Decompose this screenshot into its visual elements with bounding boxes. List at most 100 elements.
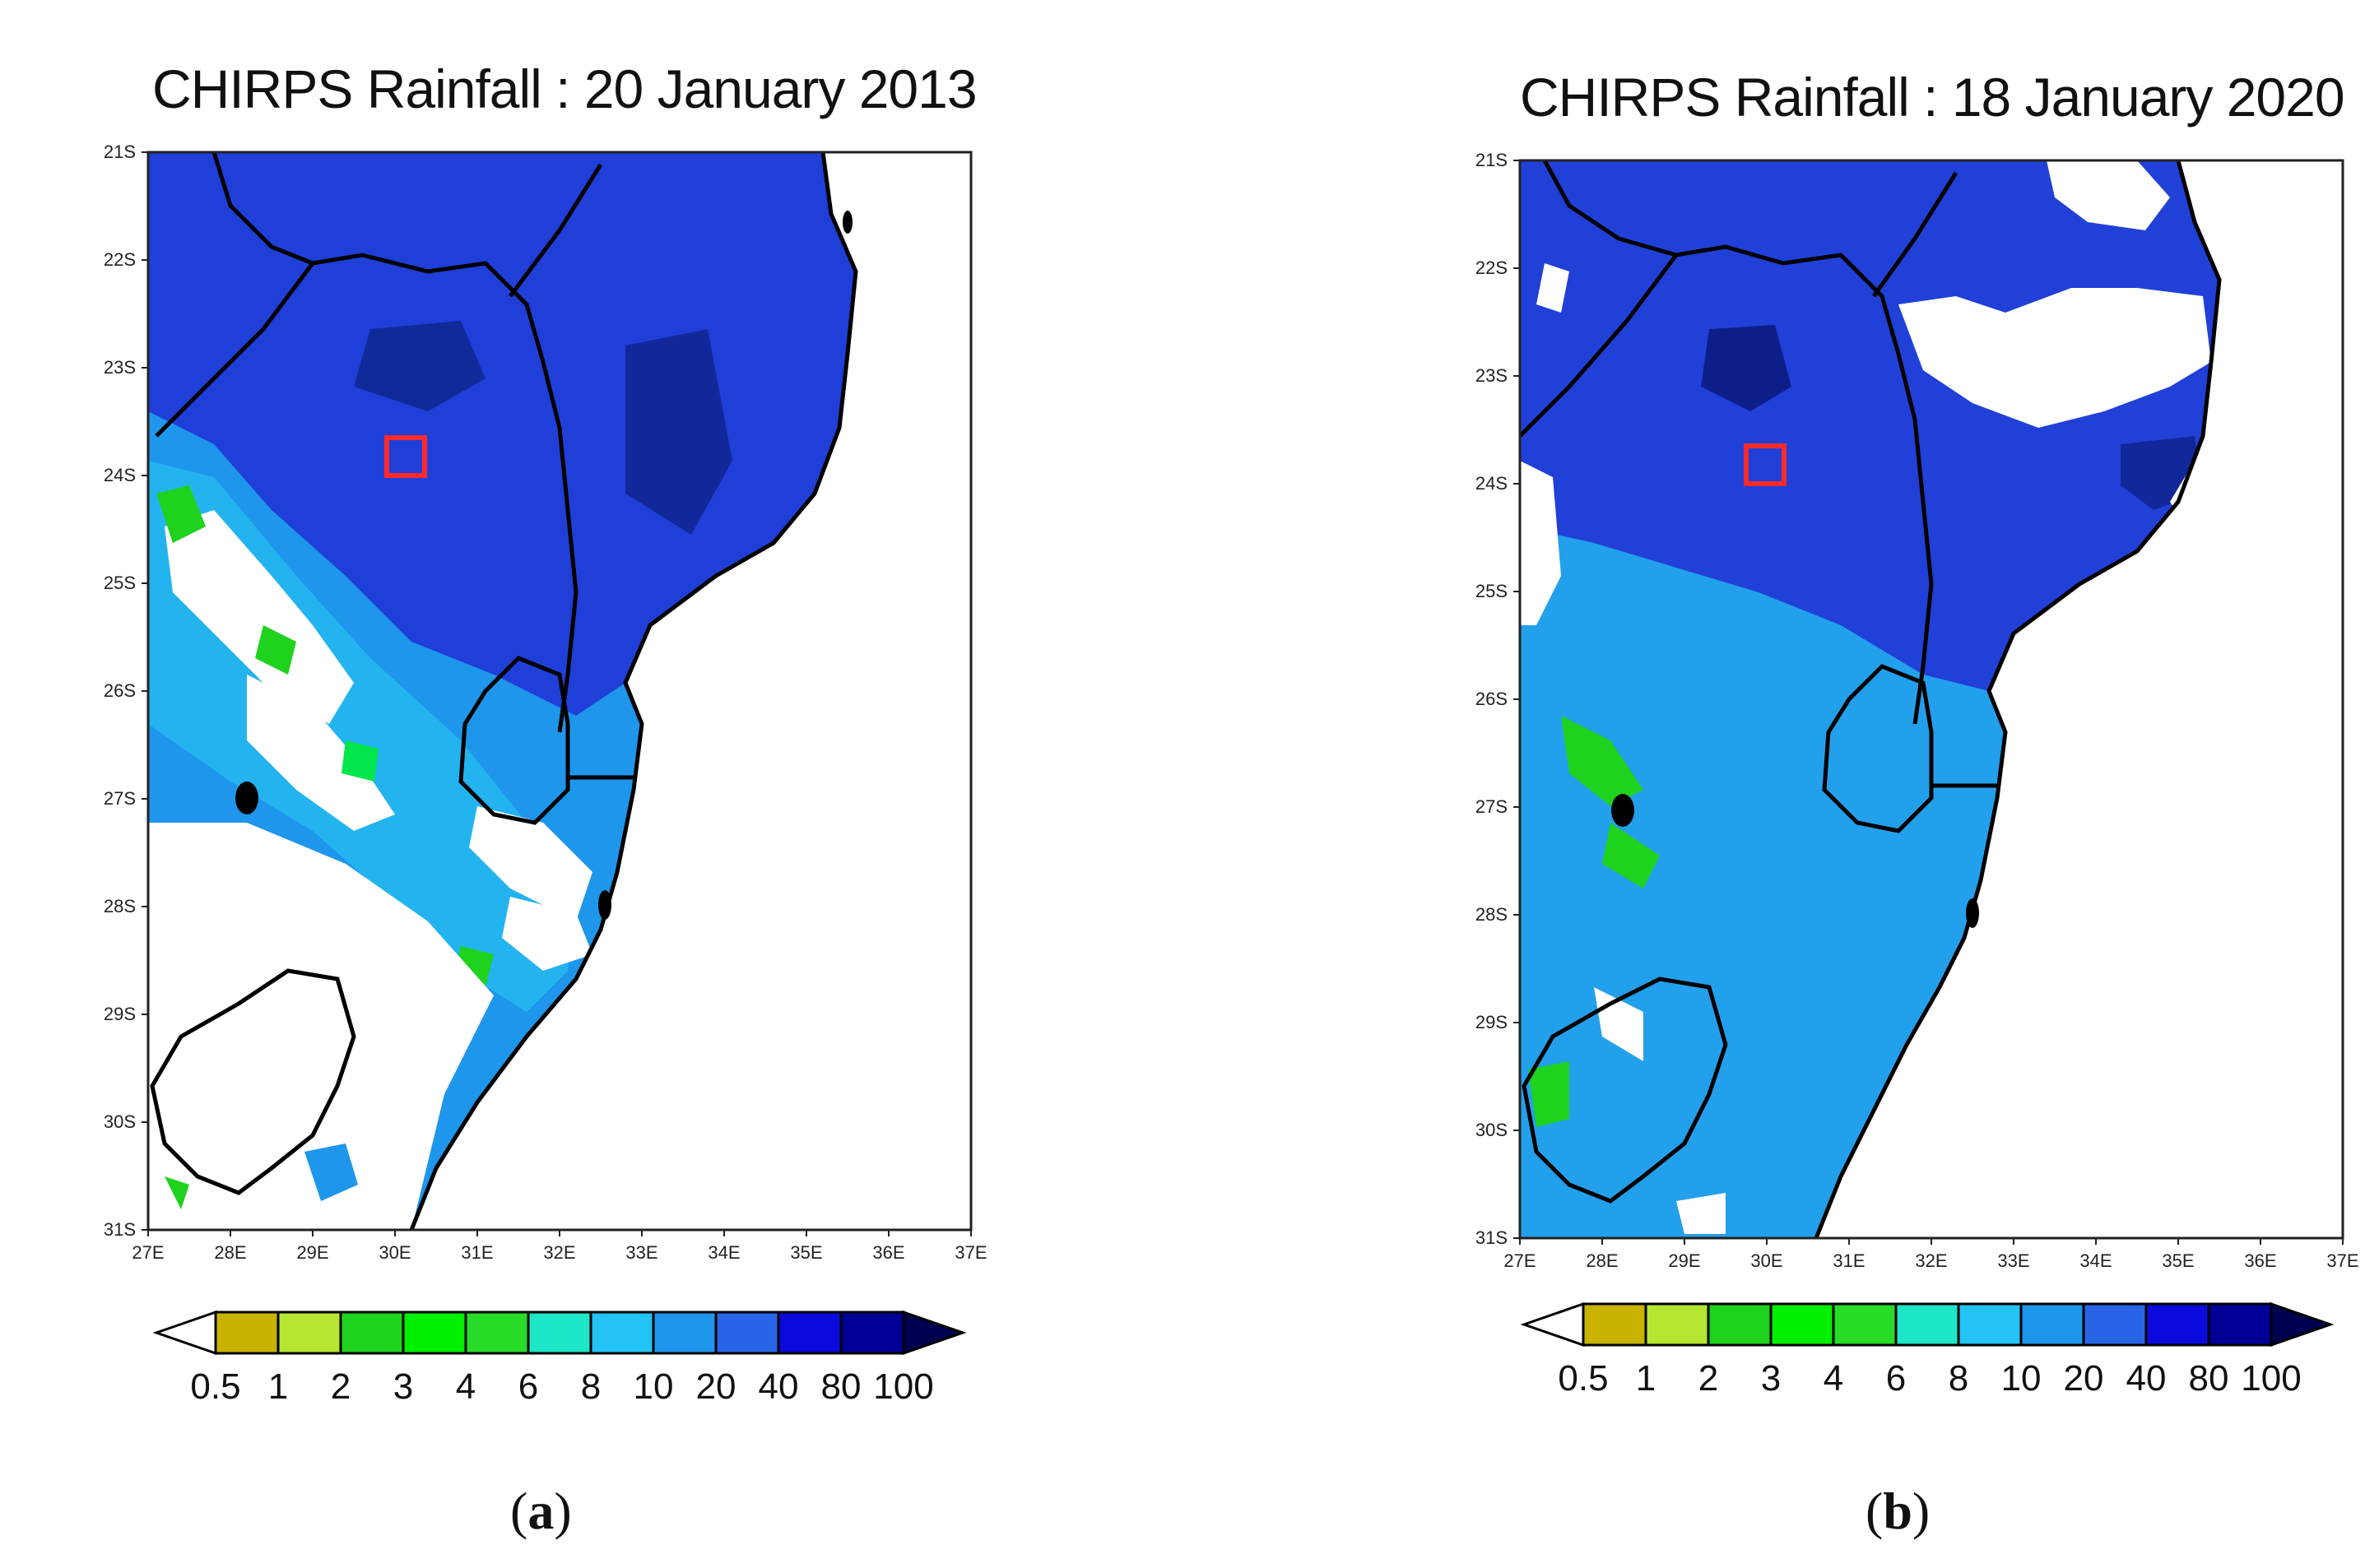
lon-label: 35E (790, 1242, 822, 1263)
colorbar-label: 20 (2064, 1358, 2104, 1399)
colorbar-label: 2 (1698, 1358, 1718, 1399)
lat-label: 22S (104, 249, 136, 270)
colorbar-label: 3 (393, 1366, 413, 1407)
colorbar: 0.5 1 2 3 4 6 8 10 20 40 80 100 (1520, 1301, 2335, 1399)
colorbar-label: 80 (2189, 1358, 2229, 1399)
colorbar-label: 8 (1949, 1358, 1968, 1399)
colorbar-label: 20 (696, 1366, 736, 1407)
lat-label: 28S (1475, 904, 1508, 925)
colorbar-label: 40 (759, 1366, 799, 1407)
lat-label: 24S (1475, 473, 1508, 494)
colorbar-label: 4 (1824, 1358, 1843, 1399)
colorbar-segment (1644, 1302, 1710, 1347)
lon-label: 36E (872, 1242, 904, 1263)
lon-label: 31E (1833, 1250, 1865, 1271)
lat-label: 29S (1475, 1012, 1508, 1032)
lat-label: 25S (104, 573, 136, 593)
colorbar-segment (902, 1310, 967, 1356)
colorbar-label: 2 (331, 1366, 351, 1407)
colorbar-segment (589, 1311, 655, 1355)
colorbar-label: 80 (821, 1366, 862, 1407)
lon-label: 28E (1586, 1250, 1618, 1271)
lon-label: 35E (2162, 1250, 2194, 1271)
colorbar-segment (214, 1311, 280, 1355)
panel-caption: (a) (510, 1482, 572, 1540)
colorbar-segment (1582, 1302, 1647, 1347)
colorbar: 0.5 1 2 3 4 6 8 10 20 40 80 100 (152, 1310, 967, 1407)
lon-label: 30E (1750, 1250, 1782, 1271)
map-title: CHIRPS Rainfall : 20 January 2013 (152, 58, 978, 119)
colorbar-segment (1894, 1302, 1960, 1347)
rainfall-field (148, 152, 858, 1230)
colorbar-label: 40 (2126, 1358, 2167, 1399)
caption-letter: a (527, 1482, 555, 1540)
rainfall-map: 21S 22S 23S 24S 25S 26S 27S 28S 29S 30S … (1475, 150, 2359, 1399)
colorbar-segment (152, 1310, 217, 1356)
colorbar-segment (464, 1311, 530, 1355)
colorbar-segment (527, 1311, 592, 1355)
rainfall-map: 21S 22S 23S 24S 25S 26S 27S 28S 29S 30S … (104, 141, 987, 1407)
lon-label: 27E (1503, 1250, 1536, 1271)
lat-label: 21S (1475, 150, 1508, 170)
lat-label: 29S (104, 1004, 136, 1024)
lon-label: 27E (132, 1242, 164, 1263)
lon-label: 36E (2244, 1250, 2276, 1271)
lon-label: 29E (296, 1242, 328, 1263)
lat-label: 26S (1475, 689, 1508, 709)
lat-label: 21S (104, 141, 136, 162)
colorbar-label: 100 (2241, 1358, 2301, 1399)
lon-label: 30E (379, 1242, 411, 1263)
colorbar-segment (2207, 1302, 2273, 1347)
map-panel-a: CHIRPS Rainfall : 20 January 2013 (0, 0, 1182, 1568)
colorbar-label: 10 (2001, 1358, 2042, 1399)
colorbar-segment (339, 1311, 405, 1355)
colorbar-label: 100 (873, 1366, 933, 1407)
lat-label: 23S (1475, 365, 1508, 386)
lon-label: 33E (625, 1242, 657, 1263)
lat-label: 25S (1475, 581, 1508, 601)
lat-axis: 21S 22S 23S 24S 25S 26S 27S 28S 29S 30S … (104, 141, 148, 1240)
colorbar-segment (1520, 1301, 1585, 1348)
colorbar-label: 1 (1636, 1358, 1656, 1399)
lat-axis: 21S 22S 23S 24S 25S 26S 27S 28S 29S 30S … (1475, 150, 1520, 1248)
panel-caption: (b) (1866, 1482, 1931, 1540)
colorbar-label: 10 (634, 1366, 674, 1407)
colorbar-label: 1 (268, 1366, 288, 1407)
lon-label: 34E (708, 1242, 740, 1263)
colorbar-label: 6 (1886, 1358, 1906, 1399)
colorbar-segment (1957, 1302, 2023, 1347)
colorbar-segment (2270, 1301, 2335, 1348)
lat-label: 31S (104, 1219, 136, 1240)
lon-label: 31E (461, 1242, 493, 1263)
study-site-marker (384, 435, 427, 478)
colorbar-segment (2144, 1302, 2210, 1347)
lon-label: 28E (214, 1242, 246, 1263)
colorbar-label: 0.5 (190, 1366, 240, 1407)
lat-label: 30S (1475, 1120, 1508, 1140)
colorbar-label: 4 (456, 1366, 476, 1407)
colorbar-segment (1832, 1302, 1898, 1347)
caption-letter: b (1883, 1482, 1912, 1540)
study-site-marker (1744, 443, 1787, 486)
colorbar-segment (652, 1311, 718, 1355)
lon-label: 32E (543, 1242, 575, 1263)
map-panel-b: CHIRPS Rainfall : 18 January 2020 (1182, 0, 2365, 1568)
colorbar-label: 0.5 (1558, 1358, 1608, 1399)
lat-label: 26S (104, 680, 136, 701)
lat-label: 27S (104, 788, 136, 809)
lat-label: 23S (104, 357, 136, 378)
colorbar-label: 6 (518, 1366, 538, 1407)
lat-label: 27S (1475, 796, 1508, 817)
lon-label: 37E (955, 1242, 987, 1263)
lon-label: 37E (2326, 1250, 2358, 1271)
lon-label: 33E (1997, 1250, 2029, 1271)
lat-label: 22S (1475, 257, 1508, 278)
lon-label: 34E (2079, 1250, 2112, 1271)
colorbar-segment (714, 1311, 780, 1355)
lon-axis: 27E 28E 29E 30E 31E 32E 33E 34E 35E 36E … (1503, 1238, 2359, 1271)
rainfall-field (1520, 160, 2343, 1238)
colorbar-segment (402, 1311, 467, 1355)
colorbar-segment (276, 1311, 342, 1355)
lat-label: 31S (1475, 1227, 1508, 1248)
lat-label: 28S (104, 896, 136, 916)
